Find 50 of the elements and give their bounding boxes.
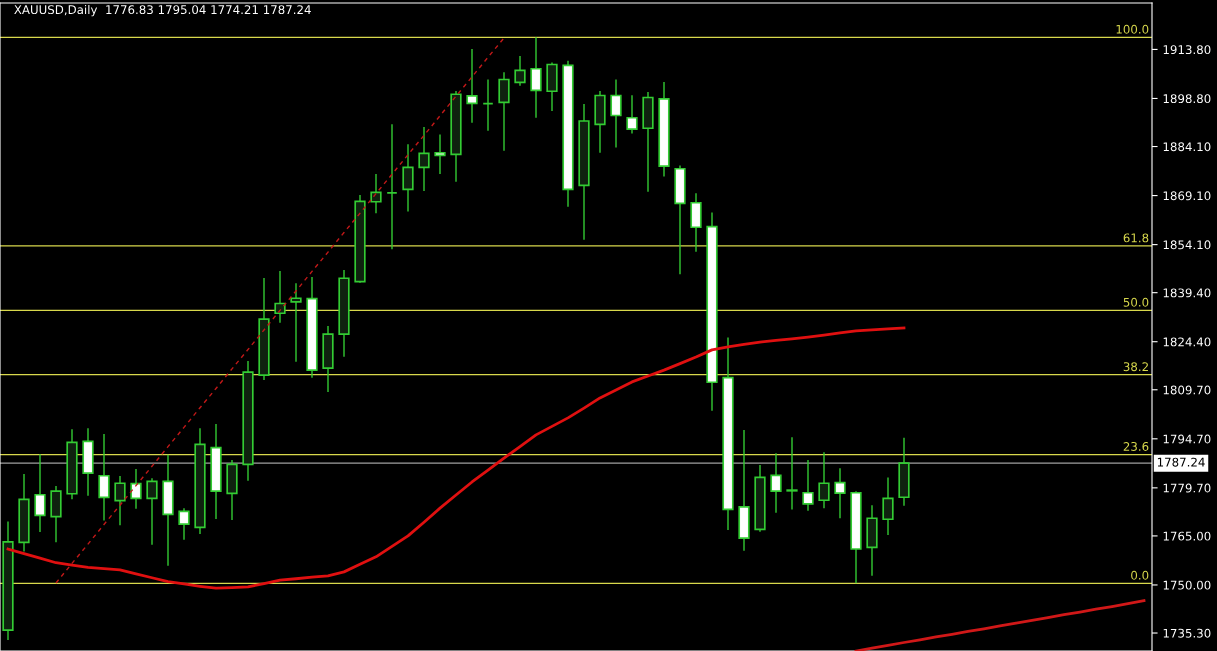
candlestick [290,282,302,363]
annotation: 50.0 [1123,297,1149,307]
candlestick [770,452,782,514]
candlestick [386,123,398,250]
y-tick-label: 1794.70 [1163,434,1211,444]
candlestick [178,507,190,541]
candlestick [530,36,542,119]
line-series [55,37,505,584]
y-tick-label: 1913.80 [1163,45,1211,55]
candlestick [402,143,414,213]
annotation: 23.6 [1123,441,1149,451]
annotation: 0.0 [1131,570,1149,580]
y-tick-label: 1898.80 [1163,94,1211,104]
candlestick [802,459,814,512]
y-tick-label: 1779.70 [1163,483,1211,493]
candlestick [882,476,894,536]
chart-title: XAUUSD,Daily 1776.83 1795.04 1774.21 1787.24 [14,4,311,17]
y-tick-label: 1809.70 [1163,385,1211,395]
y-tick-label: 1854.10 [1163,240,1211,250]
y-tick-label: 1884.10 [1163,142,1211,152]
y-tick-label: 1735.30 [1163,628,1211,638]
candlestick [434,133,446,175]
candlestick [834,467,846,519]
line-series [854,599,1146,651]
y-tick-label: 1750.00 [1163,580,1211,590]
candlestick [626,94,638,135]
annotation: 100.0 [1116,24,1149,34]
candlestick [146,477,158,546]
candlestick [482,78,494,132]
annotation: 38.2 [1123,362,1148,372]
candlestick [34,453,46,533]
candlestick [274,270,286,324]
y-tick-label: 1824.40 [1163,337,1211,347]
candlestick [610,78,622,149]
candlestick [370,173,382,214]
candlestick [514,55,526,87]
y-tick-label: 1839.40 [1163,288,1211,298]
y-tick-label: 1869.10 [1163,191,1211,201]
candlestick [98,433,110,522]
candlestick [818,451,830,509]
candlestick [130,468,142,510]
annotation: 61.8 [1123,233,1149,243]
ref-line-label: 1787.24 [1157,457,1205,467]
candlestick [498,71,510,152]
candlestick [466,48,478,124]
y-tick-label: 1765.00 [1163,531,1211,541]
candlestick [418,126,430,192]
candlestick [786,436,798,511]
line-series [6,326,906,590]
candlestick [114,475,126,526]
